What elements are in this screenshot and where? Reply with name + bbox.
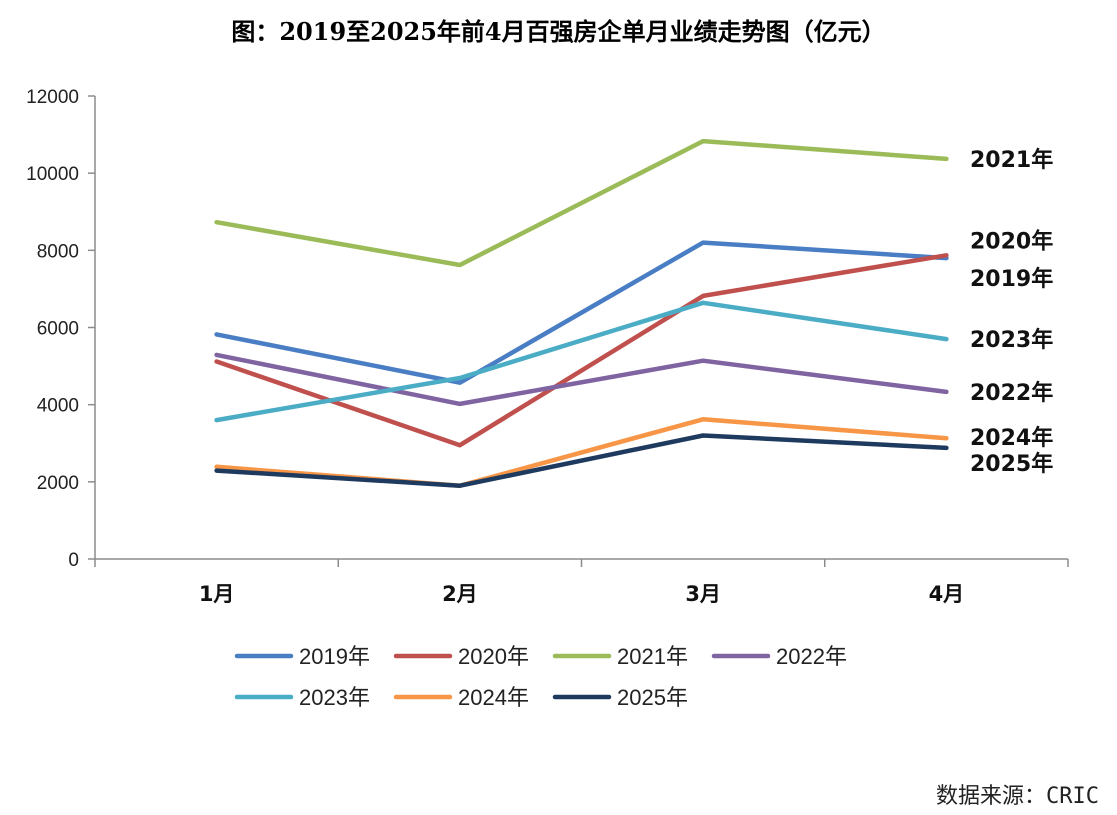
end-label-2022: 2022年 [970,380,1053,406]
legend-label: 2025年 [617,685,688,710]
legend-label: 2021年 [617,644,688,669]
series-line-2025 [214,433,949,488]
y-tick-label: 0 [68,550,79,571]
end-label-2024: 2024年 [970,425,1053,451]
series-line-2023 [214,300,949,423]
y-tick-label: 10000 [26,164,79,185]
y-tick-label: 6000 [37,319,79,340]
legend-item-2023: 2023年 [234,685,370,710]
x-tick-label: 3月 [685,582,721,606]
legend-item-2019: 2019年 [234,644,370,669]
series-line-2020 [214,253,949,448]
x-tick-label: 2月 [442,582,478,606]
chart-series-lines [214,138,949,488]
end-label-2021: 2021年 [970,147,1053,173]
x-tick-label: 4月 [929,582,965,606]
legend-item-2025: 2025年 [552,685,688,710]
legend-label: 2024年 [458,685,529,710]
x-tick-label: 1月 [199,582,235,606]
source-note: 数据来源：CRIC [936,784,1099,809]
y-tick-label: 4000 [37,396,79,417]
chart-legend: 2019年 2020年 2021年 2022年 2023年 2024年 2025年 [234,644,847,710]
legend-label: 2023年 [299,685,370,710]
legend-item-2022: 2022年 [711,644,847,669]
legend-label: 2022年 [776,644,847,669]
y-tick-label: 2000 [37,473,79,494]
legend-item-2021: 2021年 [552,644,688,669]
series-line-2019 [214,240,949,385]
series-line-2021 [214,138,949,268]
y-tick-label: 8000 [37,241,79,262]
end-label-2020: 2020年 [970,228,1053,254]
end-label-2023: 2023年 [970,327,1053,353]
y-tick-label: 12000 [26,87,79,108]
legend-item-2020: 2020年 [393,644,529,669]
legend-item-2024: 2024年 [393,685,529,710]
end-label-2025: 2025年 [970,451,1053,477]
chart-title: 图：2019至2025年前4月百强房企单月业绩走势图（亿元） [231,17,886,46]
chart-axes: 0 2000 4000 6000 8000 10000 12000 1月 2月 3月 4月 [26,87,1069,606]
legend-label: 2020年 [458,644,529,669]
legend-label: 2019年 [299,644,370,669]
end-label-2019: 2019年 [970,266,1053,292]
series-line-2022 [214,352,949,407]
